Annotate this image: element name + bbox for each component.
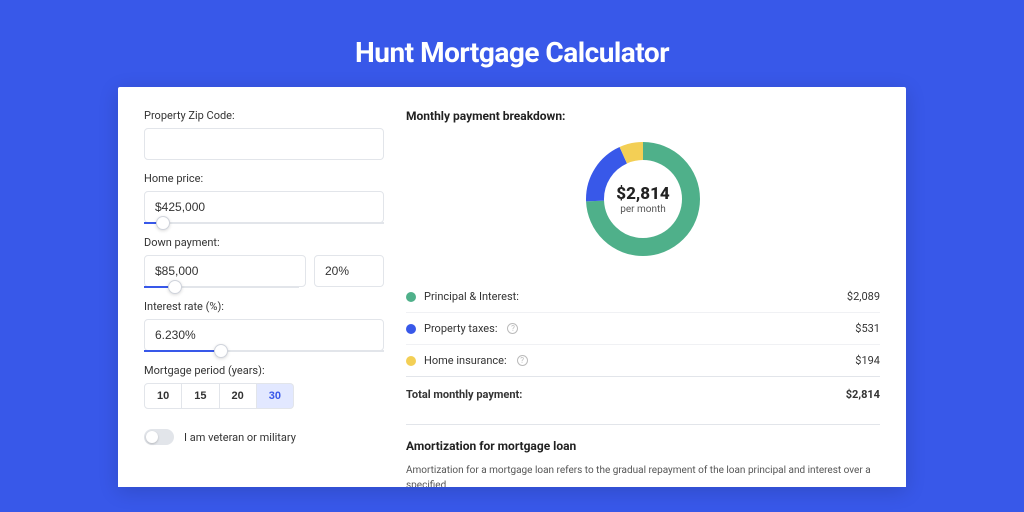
period-button-30[interactable]: 30	[257, 383, 294, 409]
down-payment-label: Down payment:	[144, 236, 384, 249]
donut-sub: per month	[620, 204, 666, 215]
period-button-10[interactable]: 10	[144, 383, 182, 409]
zip-label: Property Zip Code:	[144, 109, 384, 122]
line-item-label: Principal & Interest:	[424, 290, 519, 303]
line-item-amount: $2,089	[847, 290, 880, 303]
period-field: Mortgage period (years): 10152030	[144, 364, 384, 409]
line-item: Property taxes:? $531	[406, 312, 880, 344]
home-price-field: Home price:	[144, 172, 384, 224]
legend-dot	[406, 324, 416, 334]
legend-dot	[406, 292, 416, 302]
line-item-amount: $194	[855, 354, 880, 367]
interest-rate-input[interactable]	[144, 319, 384, 351]
breakdown-title: Monthly payment breakdown:	[406, 109, 880, 123]
donut-chart-wrap: $2,814 per month	[406, 139, 880, 259]
interest-rate-field: Interest rate (%):	[144, 300, 384, 352]
donut-chart: $2,814 per month	[583, 139, 703, 259]
form-column: Property Zip Code: Home price: Down paym…	[144, 109, 384, 487]
line-item-amount: $531	[855, 322, 880, 335]
interest-rate-label: Interest rate (%):	[144, 300, 384, 313]
amortization-title: Amortization for mortgage loan	[406, 439, 880, 453]
amortization-text: Amortization for a mortgage loan refers …	[406, 463, 880, 487]
donut-amount: $2,814	[616, 184, 669, 204]
home-price-slider[interactable]	[144, 222, 384, 224]
breakdown-column: Monthly payment breakdown: $2,814 per mo…	[406, 109, 880, 487]
veteran-label: I am veteran or military	[184, 431, 296, 444]
zip-field: Property Zip Code:	[144, 109, 384, 160]
legend-dot	[406, 356, 416, 366]
total-amount: $2,814	[846, 388, 880, 401]
total-label: Total monthly payment:	[406, 388, 522, 401]
page-title: Hunt Mortgage Calculator	[355, 36, 669, 69]
home-price-input[interactable]	[144, 191, 384, 223]
down-payment-slider[interactable]	[144, 286, 299, 288]
down-payment-field: Down payment:	[144, 236, 384, 288]
line-item-label: Property taxes:	[424, 322, 497, 335]
line-items: Principal & Interest: $2,089 Property taxe…	[406, 281, 880, 410]
interest-rate-slider-thumb[interactable]	[214, 344, 228, 358]
home-price-slider-thumb[interactable]	[156, 216, 170, 230]
line-item-total: Total monthly payment: $2,814	[406, 376, 880, 410]
period-button-15[interactable]: 15	[182, 383, 219, 409]
veteran-row: I am veteran or military	[144, 429, 384, 445]
line-item-label: Home insurance:	[424, 354, 507, 367]
interest-rate-slider[interactable]	[144, 350, 384, 352]
down-payment-slider-thumb[interactable]	[168, 280, 182, 294]
period-button-20[interactable]: 20	[220, 383, 257, 409]
down-payment-percent-input[interactable]	[314, 255, 384, 287]
info-icon[interactable]: ?	[507, 323, 518, 334]
line-item: Home insurance:? $194	[406, 344, 880, 376]
home-price-label: Home price:	[144, 172, 384, 185]
period-button-group: 10152030	[144, 383, 384, 409]
calculator-card: Property Zip Code: Home price: Down paym…	[118, 87, 906, 487]
donut-center: $2,814 per month	[583, 139, 703, 259]
line-item: Principal & Interest: $2,089	[406, 281, 880, 312]
info-icon[interactable]: ?	[517, 355, 528, 366]
zip-input[interactable]	[144, 128, 384, 160]
veteran-toggle[interactable]	[144, 429, 174, 445]
period-label: Mortgage period (years):	[144, 364, 384, 377]
amortization-section: Amortization for mortgage loan Amortizat…	[406, 424, 880, 487]
